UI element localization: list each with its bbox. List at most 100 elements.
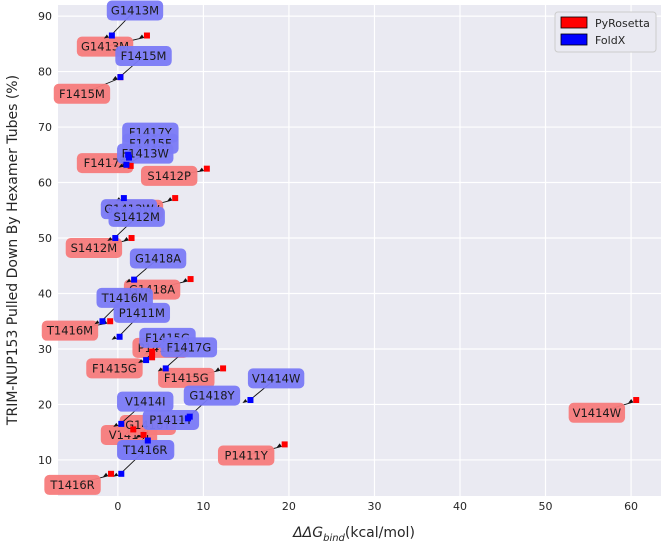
- y-tick-label: 60: [38, 177, 52, 190]
- marker-foldx: [118, 420, 125, 427]
- annotation-label-pyrosetta: S1412M: [71, 241, 118, 255]
- marker-pyrosetta: [220, 365, 227, 372]
- marker-foldx: [143, 357, 150, 364]
- x-tick-label: 30: [367, 500, 381, 513]
- annotation-box-pyrosetta: [65, 238, 123, 259]
- annotation-box-foldx: [247, 368, 305, 389]
- annotation-box-pyrosetta: [41, 320, 99, 341]
- annotation-box-pyrosetta: [158, 367, 215, 388]
- marker-pyrosetta: [128, 235, 135, 242]
- annotation-label-foldx: S1412M: [113, 210, 160, 224]
- x-axis-title-subscript: bind: [323, 533, 345, 544]
- annotation-box-foldx: [117, 391, 174, 412]
- y-tick-label: 90: [38, 10, 52, 23]
- arrowhead-pyrosetta: [138, 34, 144, 39]
- legend-label-pyrosetta: PyRosetta: [595, 17, 650, 30]
- arrowhead-pyrosetta: [276, 443, 282, 448]
- legend-swatch-foldx: [560, 33, 588, 46]
- marker-pyrosetta: [149, 354, 156, 361]
- annotation-box-foldx: [108, 206, 165, 227]
- x-axis-title-unit: (kcal/mol): [345, 525, 415, 541]
- annotation-box-pyrosetta: [217, 445, 275, 466]
- annotation-label-foldx: T1416R: [122, 443, 167, 457]
- annotation-box-foldx: [113, 302, 171, 323]
- marker-foldx: [118, 470, 125, 477]
- x-axis-title-main: ΔΔG: [292, 525, 323, 541]
- arrowhead-foldx: [118, 163, 124, 168]
- annotation-box-foldx: [115, 46, 172, 67]
- marker-foldx: [131, 276, 138, 283]
- x-tick-label: 50: [539, 500, 553, 513]
- annotation-label-foldx: P1411M: [119, 306, 165, 320]
- marker-foldx: [144, 437, 151, 444]
- marker-foldx: [247, 397, 254, 404]
- arrowhead-pyrosetta: [135, 433, 141, 438]
- annotation-label-pyrosetta: F1415M: [59, 87, 105, 101]
- marker-pyrosetta: [172, 195, 179, 202]
- arrowhead-foldx: [157, 367, 163, 372]
- marker-pyrosetta: [108, 470, 115, 477]
- annotation-label-pyrosetta: S1412P: [147, 169, 191, 183]
- annotation-label-foldx: P1411Y: [149, 413, 193, 427]
- arrowhead-pyrosetta: [103, 472, 109, 477]
- annotation-label-foldx: F1415M: [121, 49, 167, 63]
- annotation-box-foldx: [106, 0, 164, 21]
- arrowhead-foldx: [126, 278, 132, 283]
- x-tick-label: 10: [196, 500, 210, 513]
- marker-pyrosetta: [127, 162, 134, 169]
- annotation-label-foldx: G1418Y: [189, 389, 235, 403]
- marker-pyrosetta: [149, 348, 156, 355]
- annotation-label-pyrosetta: P1411Y: [225, 448, 269, 462]
- arrowhead-pyrosetta: [123, 237, 129, 242]
- arrowhead-foldx: [94, 320, 100, 325]
- y-tick-label: 80: [38, 66, 52, 79]
- marker-pyrosetta: [130, 426, 137, 433]
- annotation-label-foldx: F1413W: [122, 147, 169, 161]
- marker-pyrosetta: [633, 397, 640, 404]
- annotation-label-pyrosetta: V1414W: [573, 406, 622, 420]
- marker-foldx: [120, 195, 127, 202]
- y-tick-label: 50: [38, 232, 52, 245]
- marker-foldx: [117, 74, 124, 81]
- arrowhead-foldx: [113, 422, 119, 427]
- annotation-label-foldx: V1414I: [125, 395, 166, 409]
- annotation-label-foldx: V1414W: [252, 371, 301, 385]
- arrowhead-pyrosetta: [167, 197, 173, 202]
- annotation-label-pyrosetta: T1416R: [49, 478, 94, 492]
- arrowhead-foldx: [138, 359, 144, 364]
- annotation-box-foldx: [142, 409, 200, 430]
- annotation-box-foldx: [129, 248, 187, 269]
- marker-foldx: [112, 235, 119, 242]
- legend-swatch-pyrosetta: [560, 16, 588, 29]
- marker-foldx: [108, 32, 115, 39]
- x-axis-title: ΔΔGbind(kcal/mol): [292, 525, 415, 544]
- x-tick-label: 60: [624, 500, 638, 513]
- annotation-box-pyrosetta: [140, 165, 198, 186]
- tick-labels: 0 10 20 30 40 50 60 10 20 30 40 50 60 70 80 90: [38, 10, 638, 513]
- marker-pyrosetta: [281, 441, 288, 448]
- annotation-box-pyrosetta: [86, 358, 143, 379]
- y-tick-label: 30: [38, 343, 52, 356]
- arrowhead-pyrosetta: [182, 278, 188, 283]
- marker-foldx: [125, 154, 132, 161]
- marker-pyrosetta: [187, 276, 194, 283]
- marker-pyrosetta: [203, 165, 210, 172]
- annotation-label-foldx: T1416M: [101, 291, 148, 305]
- marker-foldx: [99, 318, 106, 325]
- annotation-box-pyrosetta: [568, 402, 626, 423]
- x-tick-label: 0: [114, 500, 121, 513]
- annotation-label-pyrosetta: T1416M: [46, 324, 93, 338]
- arrowhead-pyrosetta: [628, 399, 634, 404]
- marker-foldx: [185, 415, 192, 422]
- marker-pyrosetta: [107, 318, 114, 325]
- x-tick-label: 20: [282, 500, 296, 513]
- annotation-box-pyrosetta: [44, 474, 101, 495]
- marker-foldx: [162, 365, 169, 372]
- marker-foldx: [116, 333, 123, 340]
- marker-foldx: [123, 161, 130, 168]
- marker-pyrosetta: [140, 431, 147, 438]
- y-tick-label: 70: [38, 121, 52, 134]
- legend-label-foldx: FoldX: [595, 34, 626, 47]
- arrowhead-pyrosetta: [198, 167, 204, 172]
